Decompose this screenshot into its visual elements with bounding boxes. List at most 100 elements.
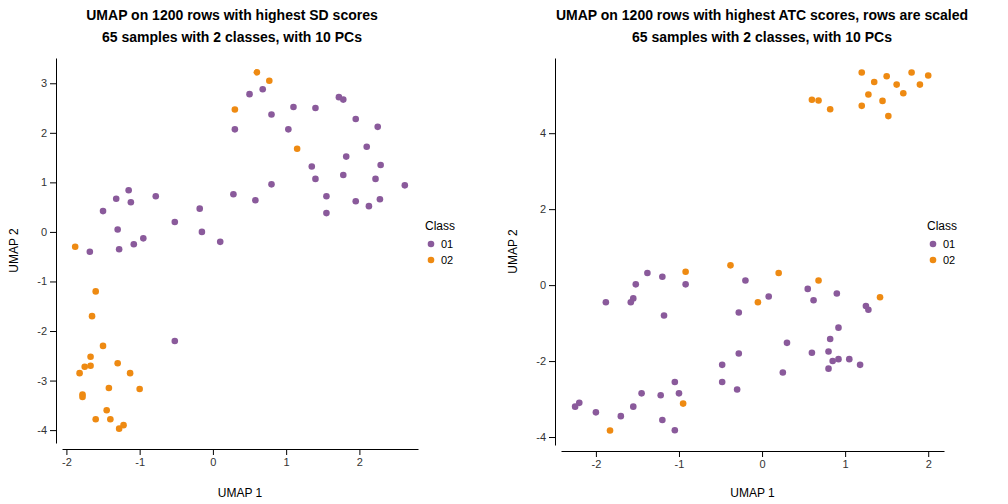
point [865,91,872,98]
y-tick: -1 [37,275,56,287]
y-tick-label: 1 [41,176,47,188]
legend-title: Class [927,219,957,233]
y-tick-label: 2 [41,127,47,139]
point [857,362,864,369]
point [657,392,664,399]
point [230,191,237,198]
y-tick-label: -4 [536,431,546,443]
point [607,427,614,434]
x-tick-label: -2 [62,456,72,468]
chart-panel: UMAP on 1200 rows with highest ATC score… [506,7,968,500]
point [661,312,668,319]
point [343,153,350,160]
point [116,246,123,253]
point [638,390,645,397]
point [246,91,253,98]
point [809,96,816,103]
point [676,390,683,397]
x-tick-label: -2 [592,458,602,470]
point [374,124,381,131]
point [765,293,772,300]
y-tick-mark [50,281,56,282]
point [312,176,319,183]
point [917,81,924,88]
point [290,104,297,111]
point [366,203,373,210]
point [100,208,107,215]
point [925,72,932,79]
legend-marker [930,257,937,264]
point [377,162,384,169]
point [172,338,179,345]
point [92,288,99,295]
x-tick-mark [762,451,763,457]
point [363,143,370,150]
legend-item: 02 [930,254,956,266]
chart-panel: UMAP on 1200 rows with highest SD scores… [7,7,455,500]
point [858,103,865,110]
y-tick-label: -2 [536,355,546,367]
point [323,210,330,217]
point [682,281,689,288]
x-tick-mark [596,451,597,457]
point [232,126,239,133]
y-axis-line [56,59,57,444]
point [340,96,347,103]
y-axis-title: UMAP 2 [7,228,21,273]
x-tick-mark [66,449,67,455]
point [140,235,147,242]
x-tick-mark [359,449,360,455]
point [682,269,689,276]
point [883,73,890,80]
point [632,281,639,288]
y-tick-mark [50,430,56,431]
point [196,205,203,212]
x-tick-label: 0 [759,458,765,470]
x-tick-mark [928,451,929,457]
y-tick-mark [50,182,56,183]
point [815,277,822,284]
point [871,79,878,86]
y-tick-label: -3 [37,375,47,387]
point [742,277,749,284]
chart-subtitle: 65 samples with 2 classes, with 10 PCs [632,29,892,45]
y-tick-mark [549,285,555,286]
point [775,270,782,277]
point [908,69,915,76]
point [79,394,86,401]
point [76,370,83,377]
y-axis-title: UMAP 2 [506,229,520,274]
point [827,336,834,343]
x-tick: -1 [675,451,685,470]
point [834,290,841,297]
y-tick: 3 [41,77,56,89]
y-tick: -4 [37,424,56,436]
y-tick-mark [549,209,555,210]
point [130,241,137,248]
point [672,379,679,386]
x-axis-line [562,451,945,452]
point [172,219,179,226]
point [266,77,273,84]
y-tick: -4 [536,431,555,443]
x-tick: -2 [62,449,72,468]
x-axis-line [63,449,419,450]
point [294,145,301,152]
legend-label: 01 [441,238,453,250]
x-tick-mark [679,451,680,457]
point [100,343,107,350]
point [87,248,94,255]
point [618,413,625,420]
point [780,369,787,376]
point [114,360,121,367]
y-tick-label: 3 [41,77,47,89]
y-tick-mark [50,331,56,332]
point [734,386,741,393]
point [630,403,637,410]
point [829,358,836,365]
point [254,69,261,76]
point [217,239,224,246]
x-tick: 0 [210,449,216,468]
point [352,198,359,205]
x-tick-label: 2 [926,458,932,470]
